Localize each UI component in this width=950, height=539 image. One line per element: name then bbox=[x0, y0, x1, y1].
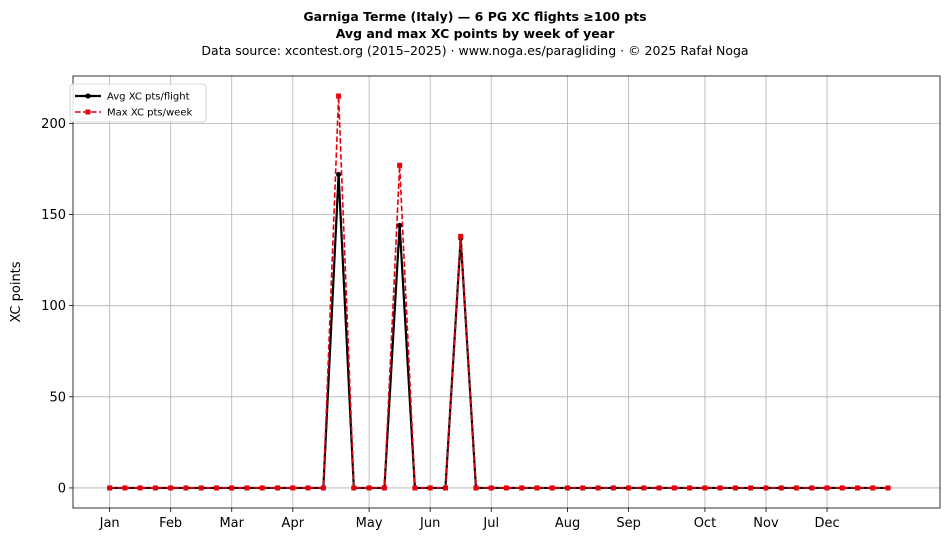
data-point bbox=[534, 485, 540, 491]
data-point bbox=[824, 485, 830, 491]
data-point bbox=[442, 485, 448, 491]
legend: Avg XC pts/flight Max XC pts/week bbox=[69, 83, 207, 123]
data-point bbox=[336, 93, 342, 99]
x-tick-label: Sep bbox=[616, 516, 641, 531]
data-point bbox=[885, 485, 891, 491]
legend-marker bbox=[85, 93, 91, 99]
x-tick-label: Mar bbox=[219, 516, 244, 531]
data-point bbox=[549, 485, 555, 491]
data-source-line: Data source: xcontest.org (2015–2025) · … bbox=[201, 43, 749, 58]
data-point bbox=[335, 171, 342, 178]
x-tick-label: Feb bbox=[159, 516, 182, 531]
data-point bbox=[519, 485, 525, 491]
data-point bbox=[809, 485, 815, 491]
data-point bbox=[229, 485, 235, 491]
chart-title: Garniga Terme (Italy) — 6 PG XC flights … bbox=[303, 9, 647, 24]
data-point bbox=[626, 485, 632, 491]
data-point bbox=[397, 162, 403, 168]
data-point bbox=[107, 485, 113, 491]
data-point bbox=[794, 485, 800, 491]
x-tick-label: Jun bbox=[419, 516, 440, 531]
y-tick-label: 100 bbox=[41, 299, 66, 314]
chart-titles: Garniga Terme (Italy) — 6 PG XC flights … bbox=[0, 8, 950, 59]
data-point bbox=[275, 485, 281, 491]
grid bbox=[73, 76, 940, 508]
x-tick-label: Aug bbox=[555, 516, 580, 531]
x-tick-label: Dec bbox=[814, 516, 839, 531]
x-tick-label: Jul bbox=[482, 516, 499, 531]
x-tick-label: May bbox=[356, 516, 383, 531]
data-point bbox=[427, 485, 433, 491]
legend-label: Avg XC pts/flight bbox=[107, 92, 190, 103]
data-point bbox=[870, 485, 876, 491]
data-point bbox=[381, 485, 387, 491]
data-point bbox=[198, 485, 204, 491]
data-point bbox=[305, 485, 311, 491]
data-point bbox=[259, 485, 265, 491]
series-line bbox=[109, 174, 889, 490]
plot-frame bbox=[72, 75, 941, 509]
data-point bbox=[504, 485, 509, 491]
y-tick-label: 150 bbox=[41, 208, 66, 223]
data-point bbox=[488, 485, 494, 491]
data-point bbox=[458, 233, 464, 239]
data-point bbox=[152, 485, 158, 491]
y-axis-label: XC points bbox=[9, 261, 24, 322]
y-tick-label: 50 bbox=[49, 390, 66, 405]
chart-subtitle: Avg and max XC points by week of year bbox=[335, 26, 615, 41]
data-point bbox=[671, 485, 677, 491]
data-point bbox=[641, 485, 647, 491]
data-point bbox=[122, 485, 128, 491]
data-point bbox=[687, 485, 693, 491]
series-layer bbox=[107, 93, 891, 491]
legend-marker bbox=[85, 109, 91, 115]
data-point bbox=[473, 485, 479, 491]
data-point bbox=[244, 485, 250, 491]
data-point bbox=[778, 485, 784, 491]
data-point bbox=[702, 485, 708, 491]
data-point bbox=[397, 222, 403, 229]
x-tick-label: Oct bbox=[694, 516, 716, 531]
data-point bbox=[320, 485, 326, 491]
data-point bbox=[290, 485, 296, 491]
legend-box bbox=[69, 83, 207, 123]
data-point bbox=[595, 485, 601, 491]
data-point bbox=[717, 485, 723, 491]
data-point bbox=[610, 485, 616, 491]
data-point bbox=[656, 485, 662, 491]
y-tick-label: 200 bbox=[41, 117, 66, 132]
x-tick-label: Nov bbox=[753, 516, 779, 531]
x-tick-label: Apr bbox=[282, 516, 305, 531]
data-point bbox=[137, 485, 143, 491]
series-line bbox=[109, 96, 889, 489]
x-tick-label: Jan bbox=[99, 516, 120, 531]
data-point bbox=[213, 485, 219, 491]
legend-label: Max XC pts/week bbox=[107, 108, 192, 119]
data-point bbox=[366, 485, 372, 491]
data-point bbox=[580, 485, 586, 491]
data-point bbox=[855, 485, 861, 491]
y-tick-label: 0 bbox=[58, 481, 66, 496]
data-point bbox=[763, 485, 769, 491]
data-point bbox=[183, 485, 189, 491]
data-point bbox=[839, 485, 845, 491]
data-point bbox=[748, 485, 754, 491]
data-point bbox=[351, 485, 357, 491]
data-point bbox=[412, 485, 418, 491]
data-point bbox=[732, 485, 738, 491]
data-point bbox=[168, 485, 174, 491]
axes: Jan Feb Mar Apr May Jun Jul Aug Sep Oct Nov Dec 0 50 1… bbox=[41, 117, 839, 531]
data-point bbox=[565, 485, 571, 491]
